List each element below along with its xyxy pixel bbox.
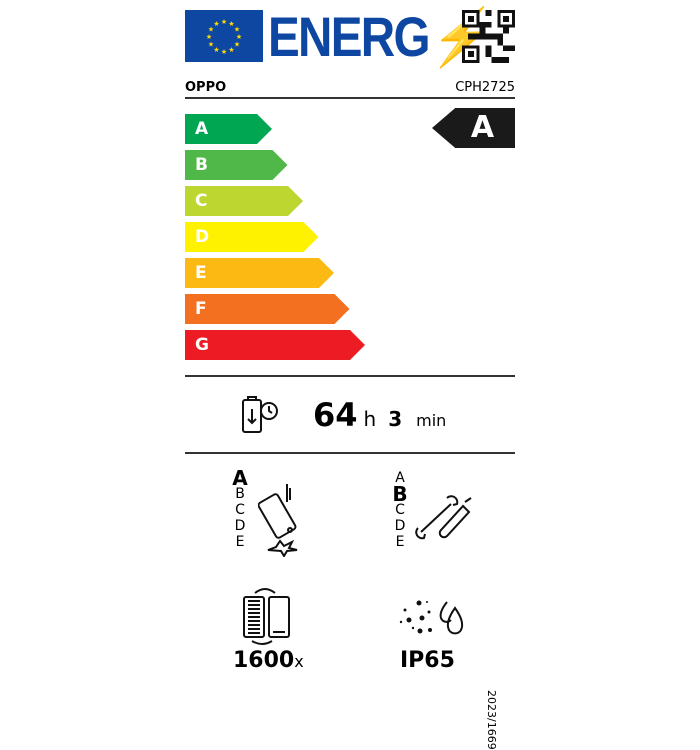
phone-drop-icon bbox=[257, 482, 308, 561]
energy-class-bar-B: B bbox=[185, 150, 288, 180]
energy-class-label: F bbox=[195, 299, 207, 319]
star-icon: ★ bbox=[228, 46, 234, 54]
energy-class-label: D bbox=[195, 227, 210, 247]
divider bbox=[185, 375, 515, 377]
energy-class-label: E bbox=[195, 263, 207, 283]
energy-class-bar-C: C bbox=[185, 186, 303, 216]
class-letter: E bbox=[235, 534, 245, 550]
star-icon: ★ bbox=[228, 20, 234, 28]
energy-class-label: A bbox=[195, 119, 209, 139]
energy-class-bar-D: D bbox=[185, 222, 319, 252]
star-icon: ★ bbox=[208, 26, 214, 34]
star-icon: ★ bbox=[208, 41, 214, 49]
energy-class-label: B bbox=[195, 155, 208, 175]
repair-tools-icon bbox=[413, 492, 475, 558]
star-icon: ★ bbox=[213, 46, 219, 54]
energy-class-label: G bbox=[195, 335, 209, 355]
class-letter: D bbox=[394, 518, 406, 534]
star-icon: ★ bbox=[234, 41, 240, 49]
star-icon: ★ bbox=[213, 20, 219, 28]
star-icon: ★ bbox=[234, 26, 240, 34]
star-icon: ★ bbox=[236, 33, 242, 41]
divider bbox=[185, 97, 515, 99]
qr-code[interactable] bbox=[462, 10, 515, 63]
energy-class-bar-A: A bbox=[185, 114, 272, 144]
energy-class-bar-F: F bbox=[185, 294, 350, 324]
class-letter: C bbox=[235, 502, 245, 518]
energy-class-bar-E: E bbox=[185, 258, 334, 288]
class-letter: B bbox=[392, 482, 408, 506]
brand-name: OPPO bbox=[185, 80, 227, 95]
eu-flag-logo: /*placeholder*/ ★★★★★★★★★★★★ bbox=[185, 10, 263, 62]
dust-water-icon bbox=[395, 598, 470, 644]
battery-endurance: 64 h 3 min bbox=[313, 396, 447, 434]
star-icon: ★ bbox=[221, 48, 227, 56]
class-letter: B bbox=[235, 486, 245, 502]
energy-class-bar-G: G bbox=[185, 330, 365, 360]
model-number: CPH2725 bbox=[455, 80, 515, 95]
star-icon: ★ bbox=[221, 18, 227, 26]
class-letter: A bbox=[395, 470, 405, 486]
battery-cycles: 1600x bbox=[233, 648, 304, 673]
battery-cycles-icon bbox=[240, 585, 295, 651]
regulation-number: 2023/1669 bbox=[485, 690, 498, 750]
energy-class-indicator: A bbox=[432, 108, 515, 148]
class-letter: C bbox=[395, 502, 405, 518]
ip-rating: IP65 bbox=[400, 648, 455, 673]
star-icon: ★ bbox=[206, 33, 212, 41]
divider bbox=[185, 452, 515, 454]
class-letter: A bbox=[232, 466, 248, 490]
class-letter: D bbox=[234, 518, 246, 534]
class-letter: E bbox=[395, 534, 405, 550]
energy-logo-text: ENERG⚡ bbox=[268, 5, 488, 68]
energy-class-label: C bbox=[195, 191, 208, 211]
battery-endurance-icon bbox=[240, 395, 282, 441]
